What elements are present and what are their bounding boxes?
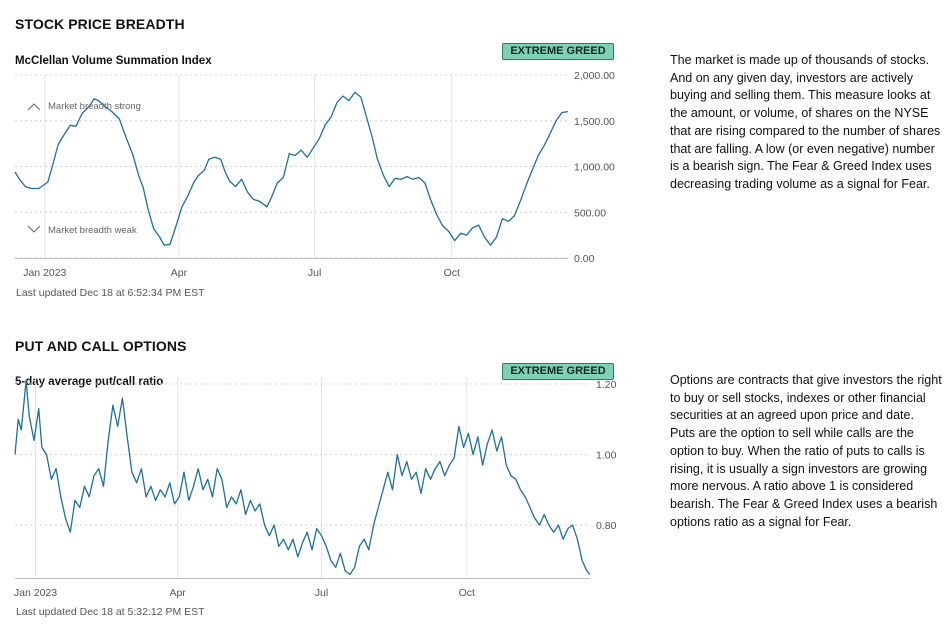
put-call-chart: 0.80 1.00 1.20 Jan 2023 Apr Jul Oct — [14, 377, 617, 599]
section-description: The market is made up of thousands of st… — [670, 53, 941, 191]
breadth-chart: 0.00 500.00 1,000.00 1,500.00 2,000.00 Jan 20… — [14, 70, 615, 279]
rating-badge: EXTREME GREED — [502, 363, 614, 380]
x-tick-label: Jul — [315, 587, 328, 599]
chart-subtitle: McClellan Volume Summation Index — [15, 55, 212, 67]
last-updated: Last updated Dec 18 at 5:32:12 PM EST — [16, 606, 205, 618]
x-tick-label: Apr — [170, 587, 187, 599]
y-tick-label: 1.20 — [596, 379, 617, 391]
y-tick-label: 1.00 — [596, 450, 617, 462]
chevron-up-icon — [27, 103, 41, 111]
x-tick-label: Oct — [444, 267, 460, 279]
stock-price-breadth-section: STOCK PRICE BREADTH McClellan Volume Sum… — [0, 0, 946, 310]
x-tick-label: Apr — [171, 267, 188, 279]
y-tick-label: 2,000.00 — [574, 70, 615, 82]
y-tick-label: 1,000.00 — [574, 162, 615, 174]
rating-badge: EXTREME GREED — [502, 43, 614, 60]
series-line — [14, 379, 591, 576]
section-title: PUT AND CALL OPTIONS — [15, 338, 187, 354]
last-updated: Last updated Dec 18 at 6:52:34 PM EST — [16, 287, 205, 299]
x-tick-label: Jan 2023 — [14, 587, 57, 599]
y-tick-label: 500.00 — [574, 207, 606, 219]
section-description: Options are contracts that give investor… — [670, 373, 942, 529]
chart-subtitle: 5-day average put/call ratio — [15, 376, 164, 388]
chevron-down-icon — [27, 225, 41, 233]
series-line — [14, 91, 569, 246]
section-title: STOCK PRICE BREADTH — [15, 16, 185, 32]
annotation-weak: Market breadth weak — [48, 225, 137, 236]
y-tick-label: 0.00 — [574, 253, 595, 265]
x-tick-label: Jul — [308, 267, 321, 279]
y-tick-label: 0.80 — [596, 520, 617, 532]
x-tick-label: Oct — [459, 587, 475, 599]
x-tick-label: Jan 2023 — [23, 267, 66, 279]
annotation-strong: Market breadth strong — [48, 101, 141, 112]
y-tick-label: 1,500.00 — [574, 116, 615, 128]
